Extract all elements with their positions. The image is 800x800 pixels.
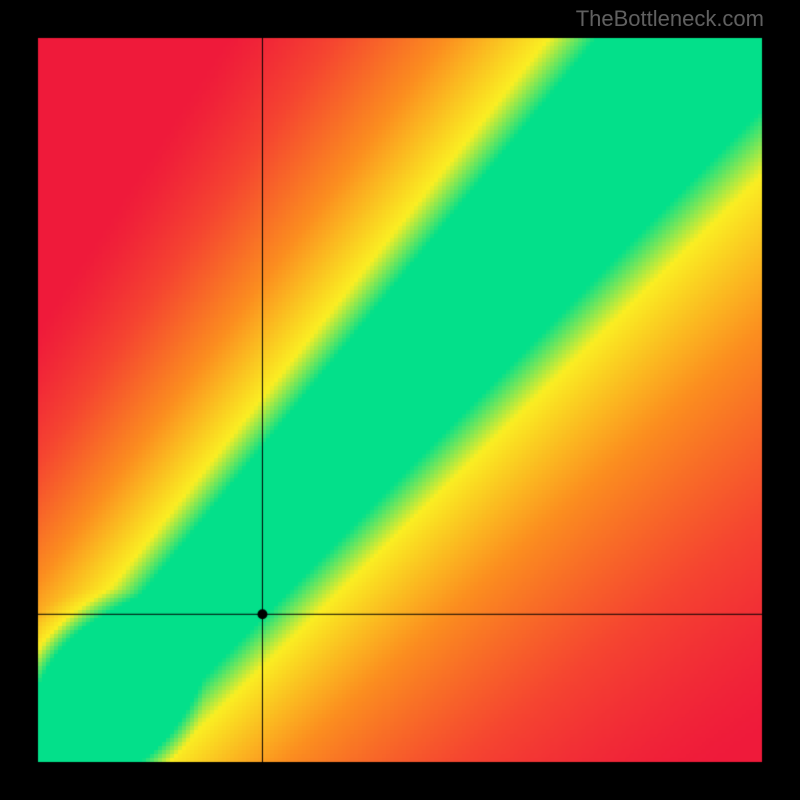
bottleneck-heatmap bbox=[0, 0, 800, 800]
chart-container: TheBottleneck.com bbox=[0, 0, 800, 800]
watermark-text: TheBottleneck.com bbox=[576, 6, 764, 32]
